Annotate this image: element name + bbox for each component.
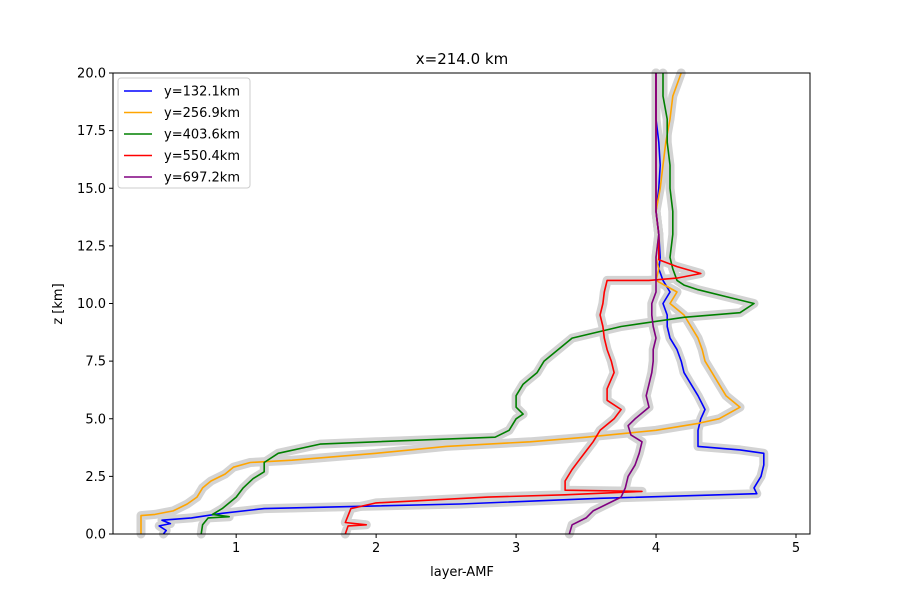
series-line-5 <box>568 73 660 535</box>
y-axis-ticks: 0.0 2.5 5.0 7.5 10.0 12.5 15.0 17.5 20.0 <box>77 67 113 543</box>
legend-label-4: y=550.4km <box>164 149 240 164</box>
x-tick-label: 3 <box>512 541 520 556</box>
x-tick-label: 5 <box>792 541 800 556</box>
chart-title: x=214.0 km <box>416 50 508 68</box>
y-tick-label: 17.5 <box>77 124 106 139</box>
x-tick-label: 2 <box>372 541 380 556</box>
y-axis-label: z [km] <box>51 283 66 324</box>
y-tick-label: 0.0 <box>85 528 106 543</box>
x-tick-label: 4 <box>652 541 660 556</box>
legend-label-5: y=697.2km <box>164 171 240 186</box>
y-tick-label: 7.5 <box>85 355 106 370</box>
y-tick-label: 12.5 <box>77 239 106 254</box>
y-tick-label: 2.5 <box>85 470 106 485</box>
y-tick-label: 5.0 <box>85 412 106 427</box>
legend-label-2: y=256.9km <box>164 106 240 121</box>
x-tick-label: 1 <box>232 541 240 556</box>
y-tick-label: 10.0 <box>77 297 106 312</box>
x-axis-ticks: 1 2 3 4 5 <box>232 534 800 556</box>
y-tick-label: 15.0 <box>77 182 106 197</box>
legend-label-1: y=132.1km <box>164 85 240 100</box>
legend-box <box>117 77 251 189</box>
series-lines <box>140 72 765 535</box>
y-tick-label: 20.0 <box>77 67 106 82</box>
x-axis-label: layer-AMF <box>430 565 494 580</box>
series-line-3 <box>200 73 755 535</box>
legend-label-3: y=403.6km <box>164 128 240 143</box>
legend: y=132.1km y=256.9km y=403.6km y=550.4km y=69… <box>117 77 251 189</box>
